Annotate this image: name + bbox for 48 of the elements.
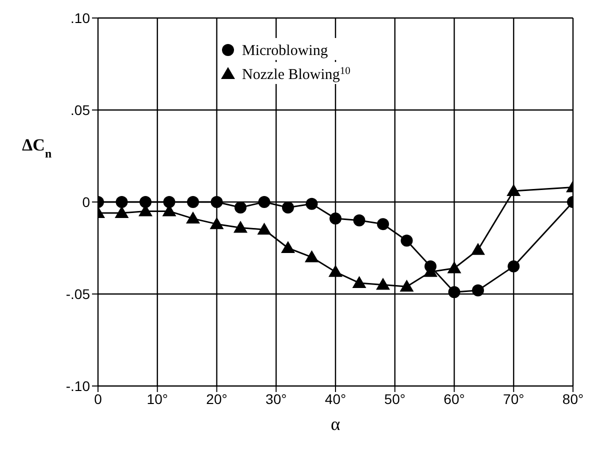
point — [234, 220, 248, 233]
y-tick-label: .05 — [70, 102, 90, 118]
x-tick-label: 30° — [266, 390, 287, 407]
point — [210, 196, 223, 208]
point — [210, 217, 224, 230]
point — [400, 280, 414, 292]
point — [506, 184, 521, 196]
point — [140, 196, 152, 208]
point — [282, 202, 294, 214]
legend-label: Microblowing — [242, 43, 328, 59]
point — [186, 212, 200, 224]
x-tick-label: 60° — [444, 390, 465, 407]
point — [330, 212, 342, 225]
point — [281, 241, 295, 253]
point — [114, 206, 129, 218]
point — [508, 260, 520, 272]
point — [116, 196, 128, 208]
point — [472, 284, 484, 296]
point — [258, 196, 270, 208]
legend-label: Nozzle Blowing$^{10}$ — [242, 66, 350, 83]
y-axis-title: ΔC$_{n}$ — [22, 135, 52, 160]
x-tick-label: 40° — [324, 390, 346, 407]
point — [376, 278, 390, 290]
point — [448, 286, 460, 298]
point — [328, 264, 342, 277]
point — [471, 242, 485, 255]
point — [353, 214, 366, 226]
point — [377, 218, 389, 230]
point — [306, 198, 318, 210]
x-tick-label: 0 — [94, 390, 102, 407]
x-axis-title: α — [330, 414, 341, 434]
point — [257, 222, 272, 235]
x-tick-label: 70° — [503, 390, 524, 407]
y-tick-label: -.10 — [66, 378, 90, 394]
point — [234, 202, 246, 214]
x-tick-label: 10° — [146, 390, 168, 407]
x-tick-label: 80° — [562, 390, 584, 407]
point — [187, 196, 199, 208]
y-tick-label: -.05 — [66, 286, 90, 302]
y-tick-label: 0 — [82, 194, 90, 210]
point — [352, 276, 366, 288]
x-tick-label: 20° — [206, 390, 228, 407]
point — [304, 250, 319, 262]
y-tick-label: .10 — [70, 10, 90, 26]
point — [447, 261, 462, 274]
point — [163, 196, 176, 208]
point — [400, 234, 413, 247]
x-tick-label: 50° — [384, 390, 406, 407]
